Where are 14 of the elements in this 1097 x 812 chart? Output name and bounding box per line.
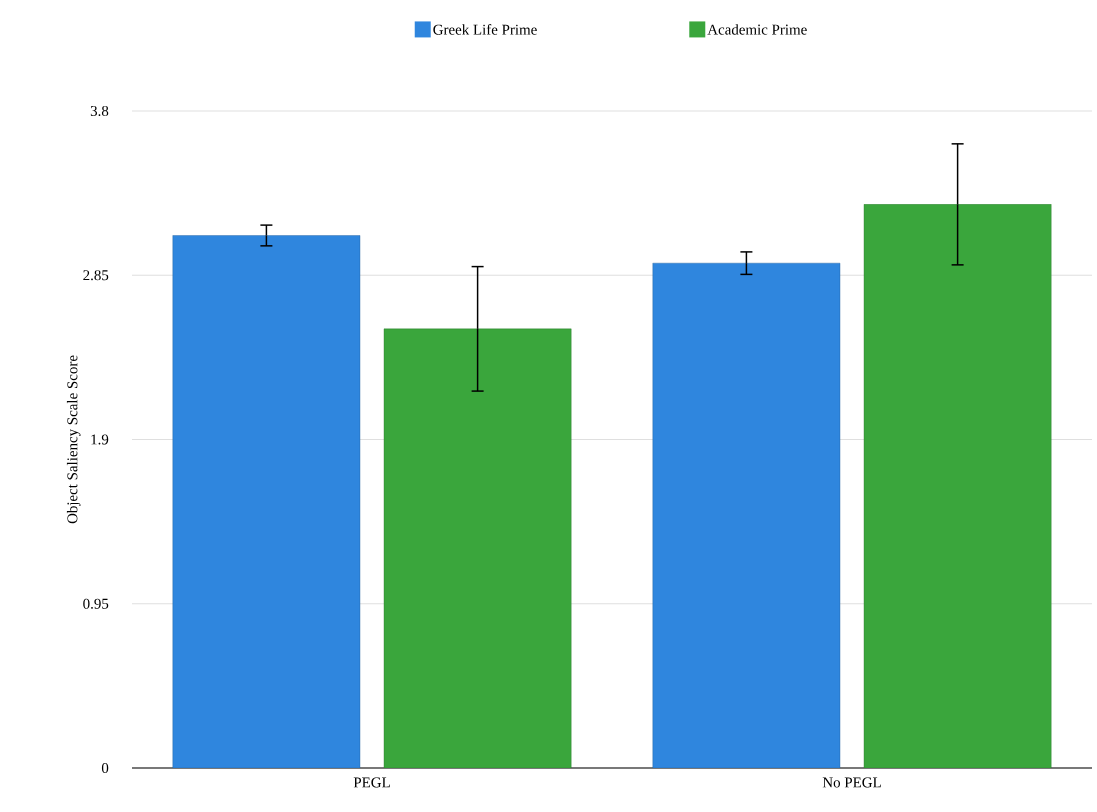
y-tick-label: 0: [101, 762, 109, 774]
y-tick-label: 0.95: [83, 598, 109, 609]
y-tick-label: 2.85: [83, 270, 109, 281]
x-tick-label: PEGL: [353, 777, 390, 788]
legend-label: Greek Life Prime: [433, 24, 537, 35]
legend-label: Academic Prime: [707, 24, 807, 35]
bar: [383, 328, 572, 768]
y-tick-label: 1.9: [91, 434, 109, 445]
bar: [172, 235, 361, 768]
bar: [652, 262, 841, 768]
bar: [863, 204, 1052, 768]
y-axis-title: Object Saliency Scale Score: [66, 355, 81, 524]
y-tick-label: 3.8: [90, 105, 109, 117]
x-tick-label: No PEGL: [822, 777, 881, 788]
